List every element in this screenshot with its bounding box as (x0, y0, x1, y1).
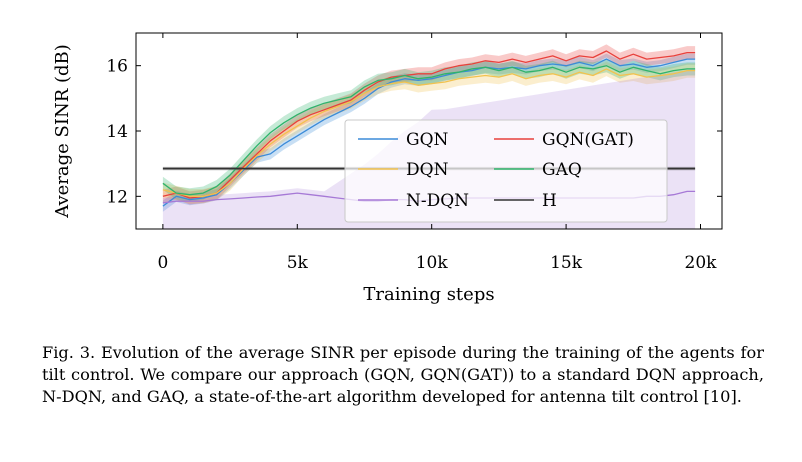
legend-label-gqn: GQN (406, 130, 449, 150)
sinr-line-chart: 0 5k 10k 15k 20k 12 14 16 Training steps Avera… (52, 32, 723, 305)
series-line-gqn-gat (162, 50, 696, 199)
legend-label-gaq: GAQ (542, 160, 582, 180)
legend-box (344, 119, 668, 223)
band-gqn-gat (162, 44, 696, 205)
y-tick-label: 12 (106, 187, 128, 207)
figure-caption: Fig. 3. Evolution of the average SINR pe… (42, 343, 764, 406)
legend: GQN GQN(GAT) DQN GAQ N-DQN H (344, 119, 668, 223)
x-tick-label: 10k (416, 253, 449, 273)
x-axis-ticks: 0 5k 10k 15k 20k (157, 33, 717, 273)
x-axis-label: Training steps (363, 284, 494, 305)
y-axis-ticks: 12 14 16 (106, 57, 722, 207)
legend-label-n-dqn: N-DQN (406, 191, 469, 211)
legend-label-h: H (542, 191, 557, 211)
y-tick-label: 16 (106, 57, 128, 77)
legend-label-dqn: DQN (406, 160, 449, 180)
y-tick-label: 14 (106, 122, 128, 142)
x-tick-label: 15k (550, 253, 583, 273)
x-tick-label: 5k (287, 253, 309, 273)
series-line-gqn (162, 58, 696, 207)
y-axis-label: Average SINR (dB) (52, 44, 73, 219)
legend-label-gqn-gat: GQN(GAT) (542, 130, 634, 150)
x-tick-label: 0 (157, 253, 168, 273)
series-line-gaq (162, 65, 696, 196)
series-line-dqn (162, 68, 696, 197)
x-tick-label: 20k (685, 253, 718, 273)
